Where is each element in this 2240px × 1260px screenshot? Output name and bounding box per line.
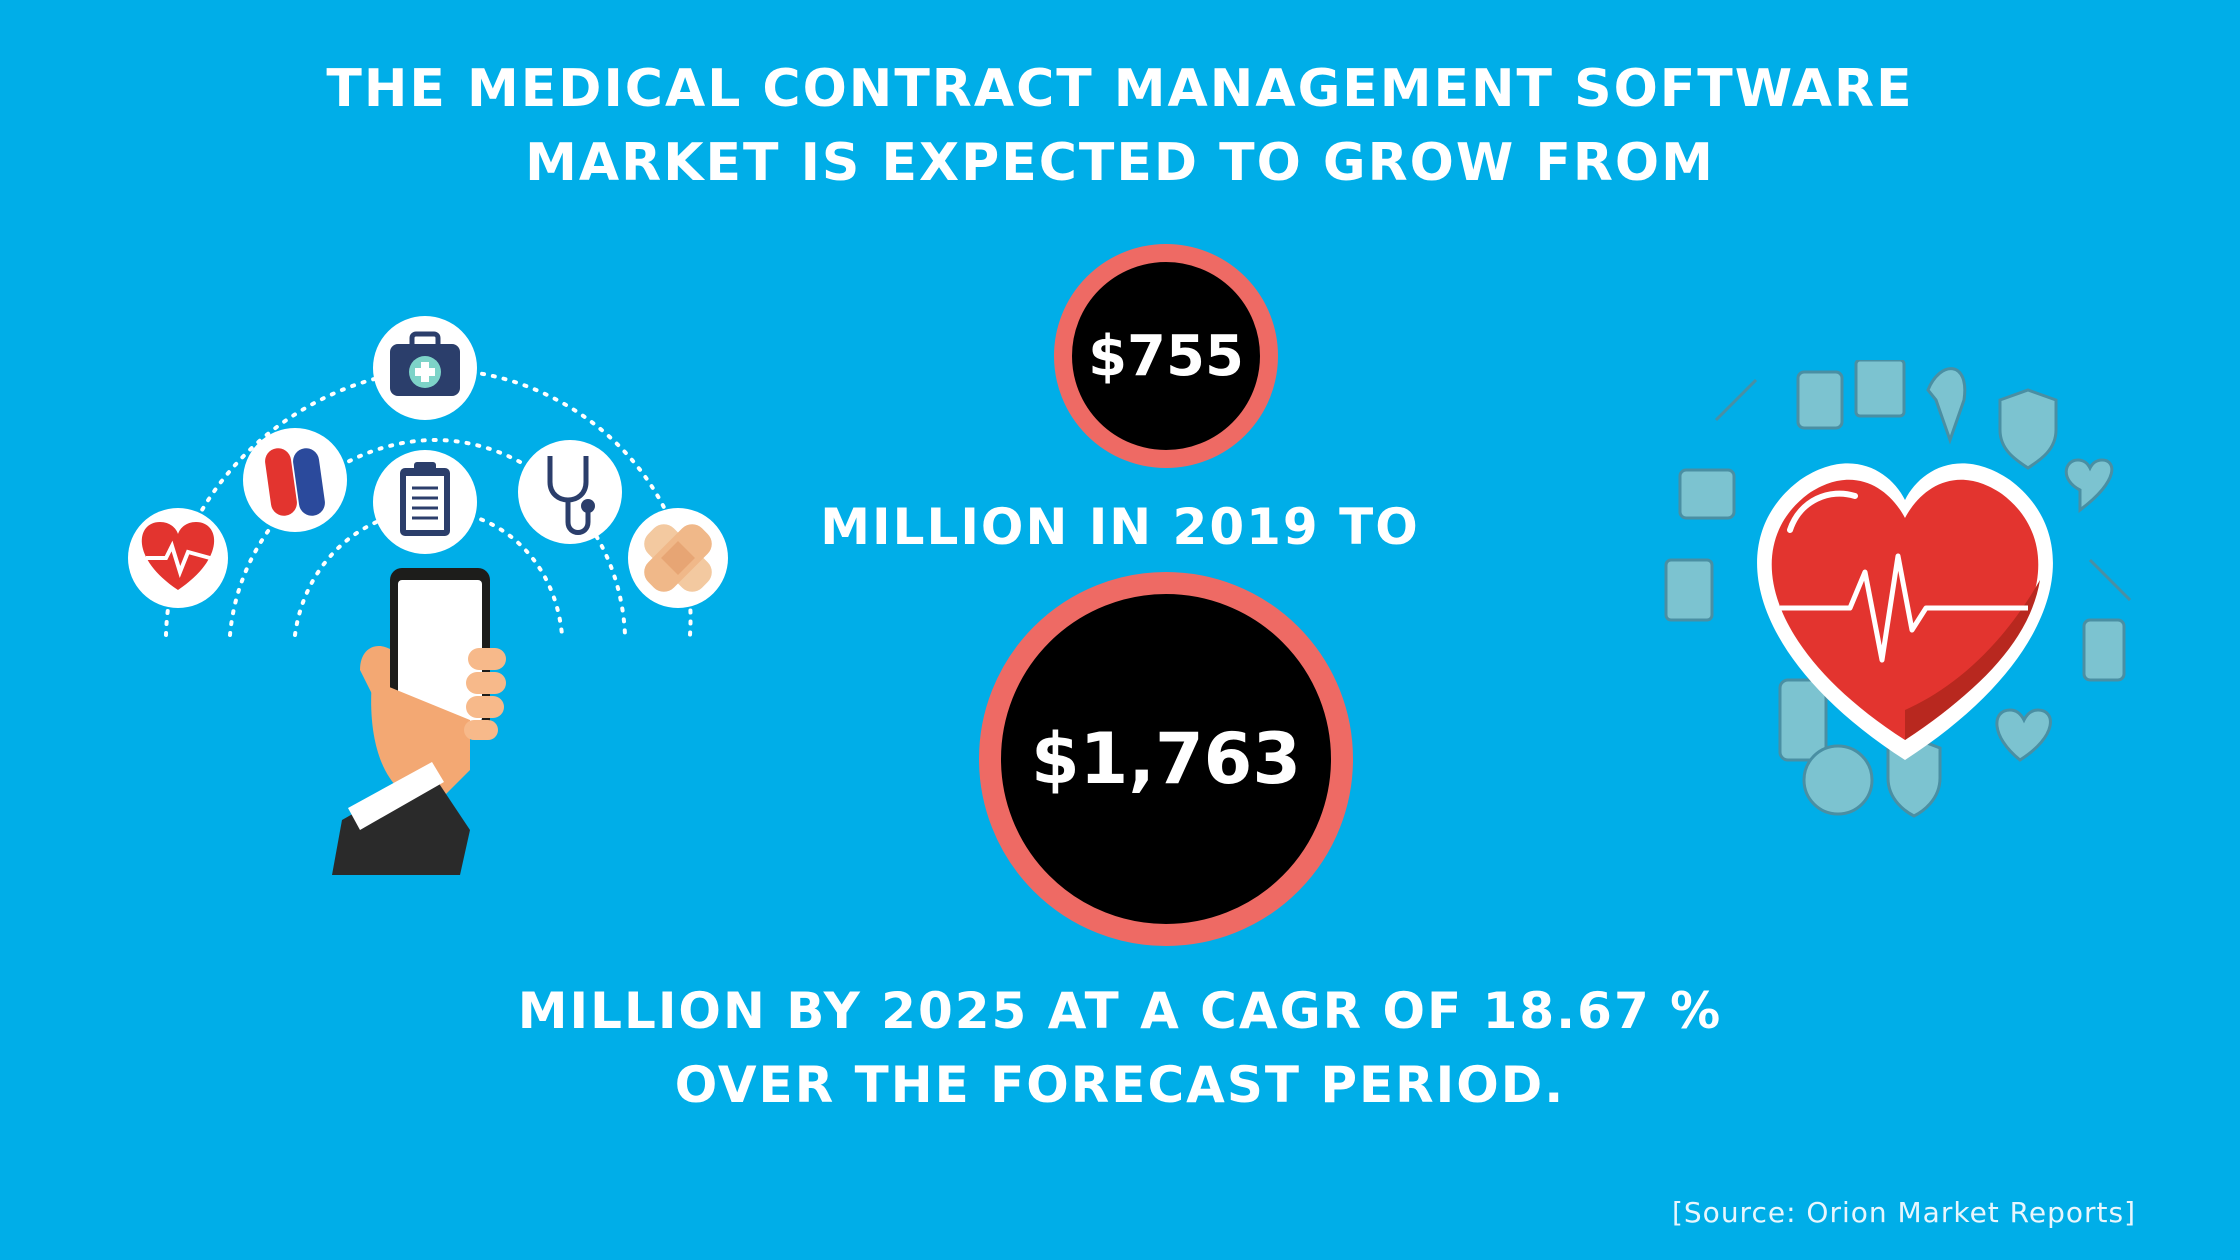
medical-kit-icon bbox=[373, 316, 477, 420]
end-value-circle: $1,763 bbox=[979, 572, 1353, 946]
closing-text: MILLION BY 2025 AT A CAGR OF 18.67 % OVE… bbox=[0, 974, 2240, 1122]
source-citation: [Source: Orion Market Reports] bbox=[1671, 1196, 2136, 1229]
headline: THE MEDICAL CONTRACT MANAGEMENT SOFTWARE… bbox=[0, 52, 2240, 200]
middle-text: MILLION IN 2019 TO bbox=[820, 498, 1420, 556]
smartphone-hand-icon bbox=[332, 568, 506, 875]
start-value: $755 bbox=[1088, 323, 1244, 389]
mobile-health-illustration bbox=[128, 316, 728, 875]
heart-health-illustration bbox=[1664, 360, 2132, 818]
bandage-icon bbox=[628, 508, 728, 608]
start-value-circle: $755 bbox=[1054, 244, 1278, 468]
closing-line-1: MILLION BY 2025 AT A CAGR OF 18.67 % bbox=[517, 982, 1723, 1040]
headline-line-1: THE MEDICAL CONTRACT MANAGEMENT SOFTWARE bbox=[326, 59, 1914, 119]
clipboard-icon bbox=[373, 450, 477, 554]
background-health-icons bbox=[1664, 360, 2132, 818]
pills-icon bbox=[243, 428, 347, 532]
heartbeat-icon bbox=[128, 508, 228, 608]
end-value: $1,763 bbox=[1030, 718, 1302, 800]
heart-ekg-icon bbox=[1757, 463, 2053, 760]
stethoscope-icon bbox=[518, 440, 622, 544]
headline-line-2: MARKET IS EXPECTED TO GROW FROM bbox=[525, 133, 1715, 193]
closing-line-2: OVER THE FORECAST PERIOD. bbox=[674, 1056, 1566, 1114]
